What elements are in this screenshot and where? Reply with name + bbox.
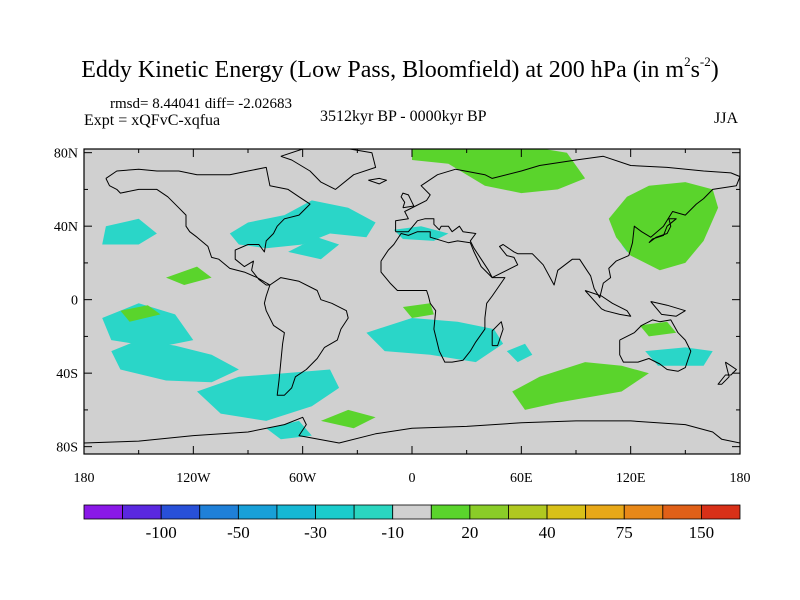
y-tick-label: 0	[71, 294, 78, 309]
coastline-borneo-newguinea	[650, 301, 686, 317]
colorbar-swatch	[315, 504, 355, 520]
anomaly-region-southern-ocean-pacific	[320, 409, 376, 429]
x-tick-label: 120W	[176, 471, 211, 486]
colorbar-label: 40	[539, 523, 556, 542]
x-tick-label: 120E	[616, 471, 646, 486]
colorbar-label: -30	[304, 523, 327, 542]
colorbar-swatch	[237, 504, 278, 520]
x-tick-label: 60W	[289, 471, 317, 486]
anomaly-fill-layer	[102, 149, 719, 440]
coastline-north-america	[105, 166, 311, 286]
time-period-label: 3512kyr BP - 0000kyr BP	[320, 108, 487, 125]
coastline-antarctica	[84, 416, 740, 444]
coastline-japan	[648, 218, 677, 244]
x-tick-label: 180	[730, 471, 751, 486]
colorbar-swatch	[160, 504, 201, 520]
colorbar: -100 -50 -30 -10 20 40 75 150	[83, 504, 741, 542]
experiment-label: Expt = xQFvC-xqfua	[84, 112, 221, 129]
x-tick-label: 180	[74, 471, 95, 486]
anomaly-region-arctic-eurasia	[412, 149, 586, 194]
colorbar-swatch	[83, 504, 123, 520]
anomaly-region-australia-north	[639, 321, 677, 337]
colorbar-swatch	[508, 504, 548, 520]
x-tick-label: 60E	[510, 471, 533, 486]
coastline-eurasia	[395, 155, 740, 299]
colorbar-swatch	[122, 504, 162, 520]
colorbar-label: 150	[689, 523, 715, 542]
colorbar-swatch	[276, 504, 316, 520]
plot-title: Eddy Kinetic Energy (Low Pass, Bloomfiel…	[0, 54, 800, 84]
coastline-madagascar	[491, 321, 504, 347]
anomaly-region-south-atlantic-africa	[366, 318, 504, 363]
x-tick-label: 0	[409, 471, 416, 486]
y-tick-label: 40S	[56, 367, 78, 382]
colorbar-label: -50	[227, 523, 250, 542]
anomaly-region-south-america-atlantic	[197, 369, 340, 421]
colorbar-label: -100	[146, 523, 177, 542]
title-unit-s-exponent: -2	[699, 54, 711, 69]
coastline-indonesia	[584, 290, 632, 317]
anomaly-region-north-atlantic-west	[288, 237, 340, 260]
season-label: JJA	[714, 110, 739, 127]
anomaly-region-antarctic-pacific	[266, 420, 312, 440]
title-close: )	[710, 57, 719, 83]
colorbar-swatch	[662, 504, 702, 520]
coastline-africa	[380, 231, 506, 363]
anomaly-region-north-america-atlantic	[229, 200, 376, 249]
colorbar-label: 20	[461, 523, 478, 542]
colorbar-swatch	[623, 504, 664, 520]
colorbar-swatch	[585, 504, 625, 520]
coastline-greenland	[280, 149, 377, 190]
axis-ticks: 80N 40N 0 40S 80S 180 120W 60W 0 60E 120E 180	[54, 147, 751, 486]
anomaly-region-central-pacific-tropics	[120, 305, 161, 322]
title-unit-m-exponent: 2	[684, 54, 691, 69]
coastline-layer	[84, 149, 740, 444]
anomaly-region-north-america-central	[166, 266, 212, 285]
colorbar-label: -10	[381, 523, 404, 542]
colorbar-swatch	[430, 504, 471, 520]
colorbar-swatch	[199, 504, 239, 520]
anomaly-region-south-pacific-mid	[111, 340, 239, 383]
y-tick-label: 80N	[54, 147, 78, 162]
anomaly-region-australia-east	[645, 347, 713, 366]
anomaly-region-southern-indian-ocean	[512, 362, 649, 410]
anomaly-region-equatorial-africa	[402, 303, 434, 318]
colorbar-swatch	[701, 504, 741, 520]
anomaly-region-north-pacific	[102, 218, 157, 245]
y-tick-label: 40N	[54, 220, 78, 235]
coastline-iceland	[368, 177, 387, 185]
colorbar-label: 75	[616, 523, 633, 542]
anomaly-region-mediterranean	[393, 226, 449, 241]
coastline-australia	[619, 319, 692, 372]
title-main: Eddy Kinetic Energy (Low Pass, Bloomfiel…	[81, 57, 685, 83]
colorbar-swatch	[353, 504, 394, 520]
coastline-south-america	[263, 277, 349, 396]
title-unit-s: s	[690, 57, 700, 83]
colorbar-swatch	[392, 504, 432, 520]
anomaly-region-southern-ocean-indian	[506, 343, 533, 363]
colorbar-swatch	[469, 504, 509, 520]
y-tick-label: 80S	[56, 441, 78, 456]
coastline-new-zealand	[717, 361, 737, 385]
colorbar-swatch	[546, 504, 587, 520]
coastline-great-britain	[400, 192, 415, 209]
rmsd-diff-stats: rmsd= 8.44041 diff= -2.02683	[110, 96, 293, 112]
